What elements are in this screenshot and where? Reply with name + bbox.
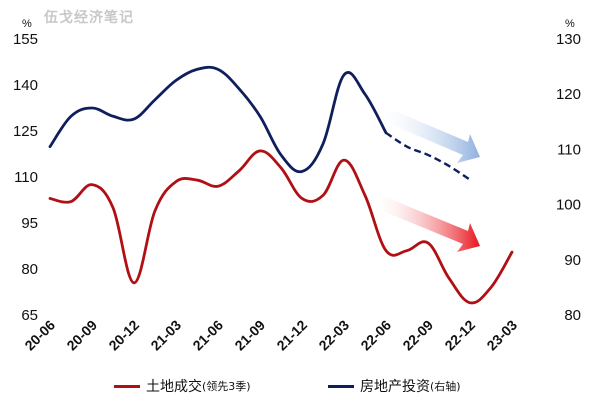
x-tick-label: 21-12 — [273, 317, 310, 354]
left-tick-label: 65 — [21, 307, 38, 324]
right-tick-label: 110 — [557, 141, 581, 158]
x-tick-label: 23-03 — [483, 317, 520, 354]
right-tick-label: 120 — [556, 86, 581, 103]
legend-item-land: 土地成交 (领先3季) — [114, 376, 251, 396]
investment-trend-arrow — [383, 108, 480, 163]
x-tick-label: 20-12 — [105, 317, 142, 354]
left-tick-label: 155 — [13, 31, 38, 48]
legend-sublabel-land: (领先3季) — [202, 380, 251, 393]
real-estate-investment-forecast-line — [385, 131, 471, 181]
legend: 土地成交 (领先3季) 房地产投资 (右轴) — [0, 376, 596, 400]
legend-swatch-investment — [328, 384, 354, 388]
right-axis-unit: % — [565, 18, 575, 30]
land-transaction-line — [48, 149, 514, 305]
x-tick-label: 21-06 — [189, 317, 226, 354]
series-lines — [48, 65, 514, 305]
left-tick-label: 125 — [13, 123, 38, 140]
legend-swatch-land — [114, 384, 140, 388]
left-axis: 65 80 95 110 125 140 155 — [13, 31, 38, 324]
right-tick-label: 90 — [564, 252, 581, 269]
x-tick-label: 22-06 — [357, 317, 394, 354]
x-tick-label: 20-09 — [63, 317, 100, 354]
left-tick-label: 80 — [21, 261, 38, 278]
left-tick-label: 140 — [13, 77, 38, 94]
x-tick-label: 22-12 — [441, 317, 478, 354]
trend-arrows — [378, 108, 480, 252]
land-trend-arrow — [378, 196, 480, 252]
x-tick-label: 21-03 — [147, 317, 184, 354]
legend-label-investment: 房地产投资 — [360, 379, 430, 395]
real-estate-investment-line — [48, 65, 388, 174]
x-axis: 20-06 20-09 20-12 21-03 21-06 21-09 21-12 22-03… — [21, 317, 520, 354]
right-tick-label: 100 — [556, 197, 581, 214]
right-axis: 80 90 100 110 120 130 — [556, 31, 581, 324]
x-tick-label: 22-09 — [399, 317, 436, 354]
x-tick-label: 22-03 — [315, 317, 352, 354]
watermark: 伍戈经济笔记 — [44, 10, 134, 26]
right-tick-label: 130 — [556, 31, 581, 48]
left-tick-label: 95 — [21, 215, 38, 232]
left-axis-unit: % — [22, 18, 32, 30]
legend-label-land: 土地成交 — [146, 379, 202, 395]
right-tick-label: 80 — [564, 307, 581, 324]
legend-sublabel-investment: (右轴) — [430, 380, 461, 393]
left-tick-label: 110 — [14, 169, 38, 186]
legend-item-investment: 房地产投资 (右轴) — [328, 376, 461, 396]
x-tick-label: 21-09 — [231, 317, 268, 354]
